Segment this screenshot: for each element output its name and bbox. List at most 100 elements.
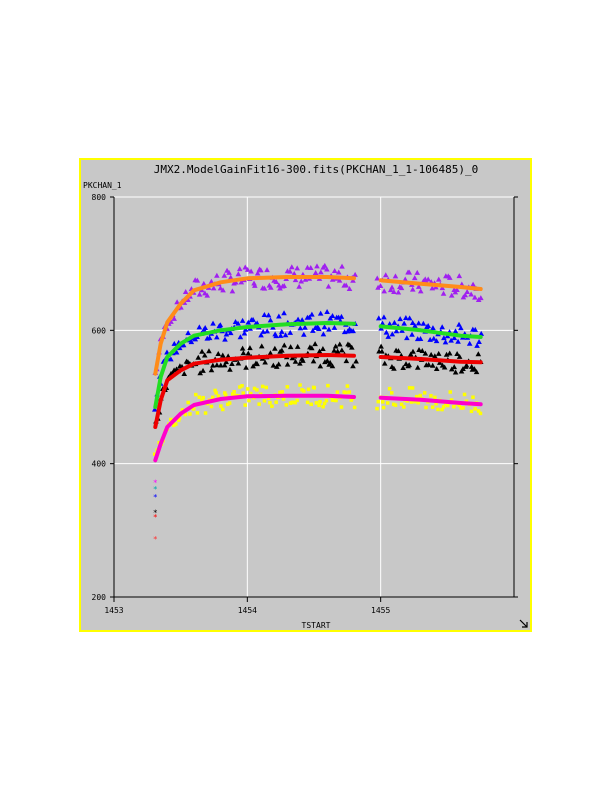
fit-curve bbox=[378, 324, 483, 339]
data-point bbox=[448, 337, 454, 343]
fit-curves bbox=[153, 275, 483, 463]
data-point bbox=[391, 289, 397, 295]
data-point bbox=[252, 386, 257, 391]
data-point bbox=[352, 271, 358, 277]
data-point bbox=[433, 338, 440, 344]
data-point bbox=[168, 318, 174, 324]
data-point bbox=[201, 280, 207, 286]
data-point bbox=[406, 269, 413, 275]
data-point bbox=[430, 405, 435, 409]
data-point bbox=[473, 369, 480, 375]
data-point bbox=[294, 265, 301, 271]
data-point bbox=[254, 361, 260, 367]
data-point bbox=[227, 401, 232, 405]
data-point bbox=[215, 350, 222, 356]
data-point bbox=[202, 290, 208, 296]
data-point bbox=[194, 392, 198, 397]
data-point bbox=[312, 269, 319, 275]
data-point bbox=[407, 351, 414, 357]
data-point bbox=[339, 347, 345, 353]
data-point bbox=[454, 287, 460, 293]
data-point bbox=[287, 268, 293, 274]
data-point bbox=[235, 320, 241, 326]
data-point bbox=[287, 344, 294, 350]
data-point bbox=[262, 359, 268, 365]
outlier-point: * bbox=[153, 478, 158, 487]
data-point bbox=[223, 393, 228, 397]
data-point bbox=[203, 411, 208, 415]
data-point bbox=[350, 363, 356, 369]
data-point bbox=[194, 277, 201, 283]
resize-arrow-icon[interactable] bbox=[518, 618, 528, 628]
data-point bbox=[410, 348, 416, 354]
data-point bbox=[410, 386, 415, 390]
data-point bbox=[380, 400, 385, 404]
data-point bbox=[186, 400, 190, 405]
data-point bbox=[277, 285, 283, 291]
data-point bbox=[422, 391, 427, 395]
data-point bbox=[331, 267, 338, 273]
data-point bbox=[476, 338, 482, 344]
data-point bbox=[277, 332, 284, 338]
data-point bbox=[414, 269, 421, 275]
data-point bbox=[455, 338, 461, 344]
data-point bbox=[472, 294, 478, 300]
data-point bbox=[433, 395, 437, 400]
data-point bbox=[418, 393, 423, 398]
data-point bbox=[417, 335, 424, 341]
data-point bbox=[226, 269, 232, 275]
data-point bbox=[400, 365, 406, 371]
data-point bbox=[284, 361, 291, 367]
data-point bbox=[281, 397, 286, 401]
data-point bbox=[346, 285, 353, 291]
data-point bbox=[446, 350, 453, 356]
outlier-points: ****** bbox=[153, 478, 158, 544]
data-point bbox=[409, 331, 415, 337]
data-point bbox=[320, 345, 326, 351]
data-point bbox=[275, 361, 282, 367]
data-point bbox=[395, 289, 402, 295]
data-point bbox=[220, 287, 226, 293]
data-point bbox=[206, 335, 213, 341]
data-point bbox=[462, 292, 469, 298]
data-point bbox=[252, 282, 258, 288]
data-point bbox=[316, 325, 322, 331]
data-point bbox=[258, 267, 264, 273]
fit-curve bbox=[378, 395, 483, 407]
data-point bbox=[151, 406, 158, 412]
data-point bbox=[339, 263, 345, 269]
fit-curve bbox=[153, 393, 356, 463]
data-point bbox=[229, 360, 235, 366]
data-point bbox=[292, 358, 299, 364]
data-point bbox=[414, 364, 421, 370]
data-point bbox=[376, 399, 381, 404]
data-point bbox=[334, 348, 341, 354]
y-tick-label: 800 bbox=[92, 193, 107, 202]
data-point bbox=[326, 383, 330, 388]
data-point bbox=[168, 356, 174, 362]
data-point bbox=[314, 401, 319, 405]
data-point bbox=[272, 345, 278, 351]
data-point bbox=[387, 287, 394, 293]
data-point bbox=[208, 278, 215, 284]
data-point bbox=[214, 362, 220, 368]
data-point bbox=[324, 358, 331, 364]
data-point bbox=[306, 387, 311, 392]
data-point bbox=[300, 388, 304, 392]
data-point bbox=[174, 422, 178, 426]
data-point bbox=[454, 350, 460, 356]
data-point bbox=[245, 319, 252, 325]
data-point bbox=[250, 363, 256, 369]
fit-curve bbox=[153, 353, 356, 429]
data-point bbox=[331, 347, 337, 353]
data-point bbox=[441, 405, 446, 409]
data-point bbox=[383, 329, 390, 335]
data-point bbox=[278, 328, 285, 334]
data-point bbox=[414, 394, 419, 399]
data-point bbox=[230, 392, 235, 396]
data-point bbox=[280, 390, 285, 394]
data-point bbox=[405, 399, 409, 403]
data-point bbox=[317, 363, 324, 369]
data-point bbox=[474, 342, 480, 348]
data-point bbox=[441, 364, 448, 370]
